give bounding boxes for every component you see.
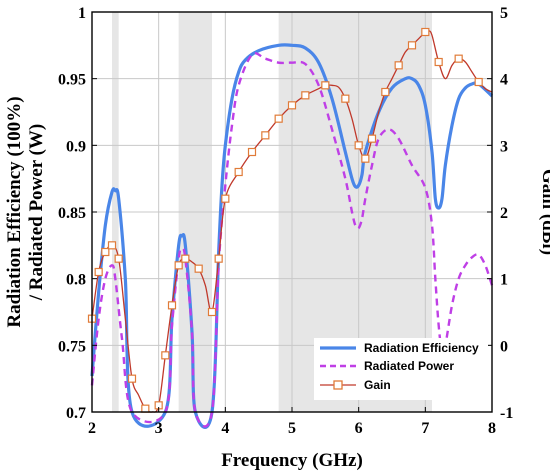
x-tick-label-6: 8 <box>488 420 496 437</box>
gain-marker-22 <box>321 81 330 90</box>
gain-marker-4 <box>114 254 123 263</box>
gain-marker-9 <box>167 301 177 310</box>
gain-marker-6 <box>141 404 150 413</box>
gain-marker-12 <box>194 264 203 273</box>
gain-marker-25 <box>361 154 370 163</box>
gain-marker-31 <box>434 57 443 67</box>
gain-marker-17 <box>247 147 257 157</box>
gain-marker-26 <box>367 134 377 143</box>
y-right-tick-label-2: 1 <box>500 272 508 289</box>
y-left-tick-label-1: 0.75 <box>58 338 86 355</box>
gain-marker-27 <box>381 87 390 97</box>
gain-marker-24 <box>354 141 363 150</box>
gain-marker-19 <box>274 114 283 123</box>
series-line-1 <box>90 52 494 428</box>
gain-marker-20 <box>287 101 297 110</box>
gain-marker-15 <box>221 194 230 203</box>
gain-marker-11 <box>181 254 190 263</box>
y-right-tick-label-4: 3 <box>500 138 508 155</box>
gain-marker-29 <box>407 41 417 50</box>
gain-marker-14 <box>214 254 223 263</box>
x-tick-label-0: 2 <box>88 420 96 437</box>
y-left-tick-label-6: 1 <box>78 5 86 22</box>
x-tick-label-1: 3 <box>155 420 163 437</box>
gain-marker-5 <box>127 374 137 383</box>
x-tick-label-3: 5 <box>288 420 296 437</box>
x-axis-title: Frequency (GHz) <box>221 450 363 471</box>
gain-marker-18 <box>261 131 270 140</box>
gain-marker-1 <box>94 267 103 277</box>
gain-marker-23 <box>341 94 350 103</box>
gain-marker-32 <box>454 54 463 63</box>
legend-swatch-gain-marker <box>333 380 343 390</box>
gain-marker-30 <box>421 27 430 37</box>
gain-marker-21 <box>301 91 310 100</box>
y-right-tick-label-6: 5 <box>500 5 508 22</box>
y-right-tick-label-0: -1 <box>500 405 513 422</box>
y-left-tick-label-0: 0.7 <box>66 405 86 422</box>
gain-marker-8 <box>161 351 170 360</box>
x-tick-label-5: 7 <box>421 420 429 437</box>
gain-marker-28 <box>394 61 403 70</box>
gain-marker-2 <box>101 247 110 257</box>
x-tick-label-2: 4 <box>221 420 229 437</box>
y-left-tick-label-2: 0.8 <box>66 272 86 289</box>
ticks: 2 3 4 5 6 7 8 0.7 0.75 0.8 0.85 0.9 0.95 1 -1 0 1 2 3 4 5 <box>58 5 513 437</box>
legend-label-radiated-power: Radiated Power <box>364 359 454 373</box>
right-axis-title: Gain (dBi) <box>538 169 550 255</box>
gain-marker-33 <box>474 77 483 87</box>
left-axis-title-line2: / Radiated Power (W) <box>26 124 47 301</box>
x-tick-label-4: 6 <box>355 420 363 437</box>
legend-label-gain: Gain <box>364 378 391 392</box>
y-left-tick-label-3: 0.85 <box>58 205 86 222</box>
gain-marker-13 <box>207 307 217 317</box>
gain-marker-3 <box>107 241 117 250</box>
y-left-tick-label-4: 0.9 <box>66 138 86 155</box>
legend-label-radiation-efficiency: Radiation Efficiency <box>364 341 479 355</box>
legend: Radiation Efficiency Radiated Power Gain <box>314 338 488 400</box>
y-right-tick-label-5: 4 <box>500 72 508 89</box>
left-axis-title-line1: Radiation Efficiency (100%) <box>4 96 25 327</box>
gain-marker-10 <box>174 261 183 270</box>
y-right-tick-label-3: 2 <box>500 205 508 222</box>
y-left-tick-label-5: 0.95 <box>58 72 86 89</box>
y-right-tick-label-1: 0 <box>500 338 508 355</box>
gain-marker-16 <box>234 167 243 177</box>
series-line-0 <box>90 43 494 429</box>
